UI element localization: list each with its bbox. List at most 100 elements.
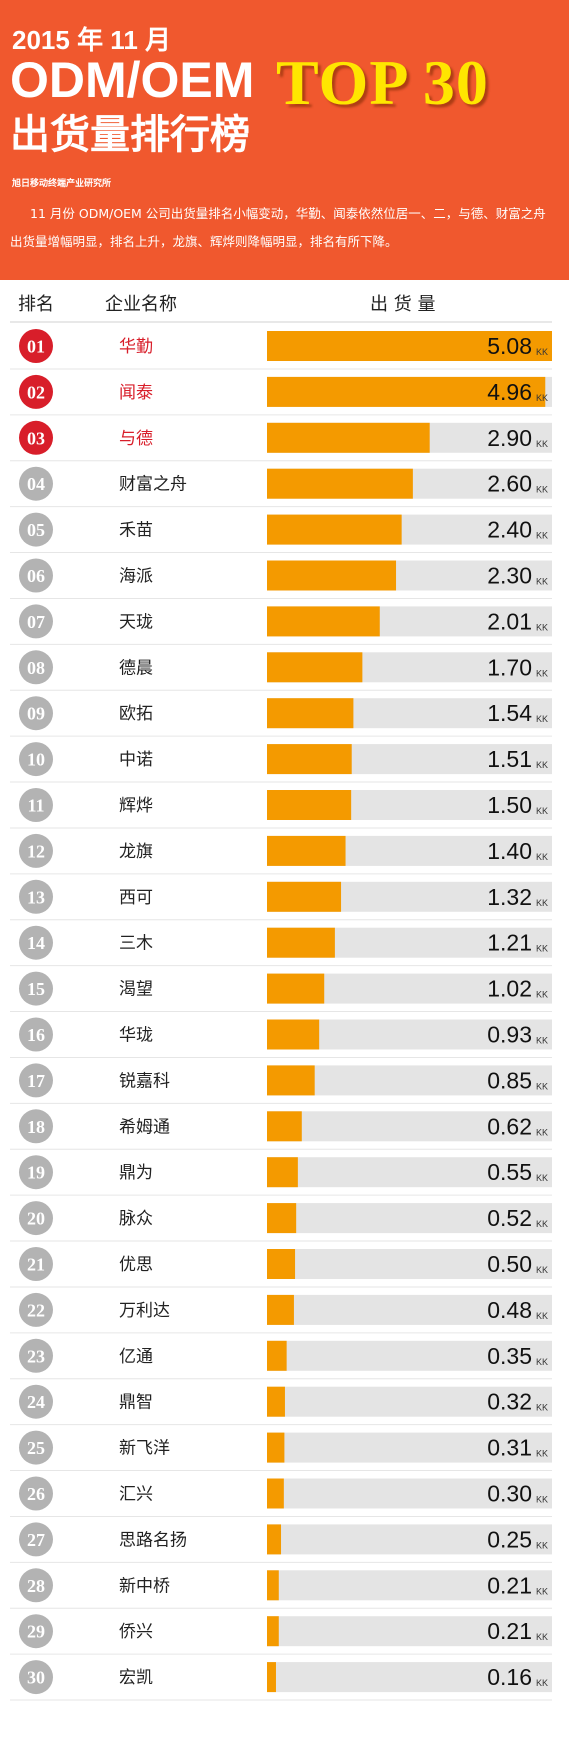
rank-number: 08 xyxy=(27,658,45,678)
value-label: 0.31 xyxy=(487,1435,532,1461)
rank-badge xyxy=(19,1017,53,1052)
rank-number: 22 xyxy=(27,1300,45,1320)
unit-label: KK xyxy=(536,806,548,816)
value-label: 0.16 xyxy=(487,1664,532,1690)
unit-label: KK xyxy=(536,760,548,770)
bar-track xyxy=(267,1111,552,1142)
unit-label: KK xyxy=(536,1449,548,1459)
shipment-bar xyxy=(267,1157,298,1188)
shipment-bar xyxy=(267,744,352,775)
header-banner: 2015 年 11 月 ODM/OEM 出货量排行榜 TOP 30 旭日移动终端… xyxy=(0,0,569,280)
company-name: 德晨 xyxy=(119,658,153,678)
shipment-bar xyxy=(267,1478,284,1509)
header-top30: TOP 30 xyxy=(276,47,489,118)
shipment-bar xyxy=(267,1570,279,1601)
shipment-bar xyxy=(267,652,363,683)
value-label: 2.40 xyxy=(487,517,532,543)
company-name: 汇兴 xyxy=(119,1485,153,1505)
rank-badge xyxy=(19,879,53,914)
value-label: 1.54 xyxy=(487,700,532,726)
bar-track xyxy=(267,1157,552,1188)
value-label: 1.51 xyxy=(487,746,532,772)
company-name: 希姆通 xyxy=(119,1117,170,1137)
rank-number: 03 xyxy=(27,428,45,448)
value-label: 2.30 xyxy=(487,563,532,589)
shipment-bar xyxy=(267,1662,276,1693)
bar-track xyxy=(267,1616,552,1647)
company-name: 闻泰 xyxy=(119,383,153,403)
rank-number: 13 xyxy=(27,887,45,907)
company-name: 禾苗 xyxy=(119,521,153,541)
rank-number: 30 xyxy=(27,1668,45,1688)
unit-label: KK xyxy=(536,393,548,403)
value-label: 0.62 xyxy=(487,1113,532,1139)
rank-badge xyxy=(19,1660,53,1695)
value-label: 1.02 xyxy=(487,976,532,1002)
unit-label: KK xyxy=(536,1495,548,1505)
rank-badge xyxy=(19,1109,53,1144)
shipment-bar xyxy=(267,331,552,361)
value-label: 0.50 xyxy=(487,1251,532,1277)
rank-number: 26 xyxy=(27,1484,45,1504)
value-label: 1.32 xyxy=(487,884,532,910)
bar-track xyxy=(267,1524,552,1555)
column-shipment: 出 货 量 xyxy=(370,294,436,315)
bar-track xyxy=(267,1294,552,1325)
rank-badge xyxy=(19,696,53,731)
rank-badge xyxy=(19,466,53,501)
value-label: 0.55 xyxy=(487,1159,532,1185)
rank-number: 01 xyxy=(27,337,45,357)
header-description: 11 月份 ODM/OEM 公司出货量排名小幅变动，华勤、闻泰依然位居一、二，与… xyxy=(10,206,546,249)
shipment-bar xyxy=(267,606,380,637)
company-name: 锐嘉科 xyxy=(119,1071,170,1091)
company-name: 亿通 xyxy=(119,1347,153,1367)
unit-label: KK xyxy=(536,852,548,862)
unit-label: KK xyxy=(536,1540,548,1550)
rank-number: 29 xyxy=(27,1622,45,1642)
value-label: 2.60 xyxy=(487,471,532,497)
rank-badge xyxy=(19,1476,53,1511)
rank-number: 07 xyxy=(27,612,45,632)
company-name: 优思 xyxy=(119,1255,153,1275)
value-label: 1.40 xyxy=(487,838,532,864)
company-name: 与德 xyxy=(119,429,153,449)
shipment-bar xyxy=(267,1386,285,1417)
company-name: 三木 xyxy=(119,934,153,954)
company-name: 财富之舟 xyxy=(119,475,187,495)
bar-track xyxy=(267,1203,552,1234)
unit-label: KK xyxy=(536,1678,548,1688)
value-label: 5.08 xyxy=(487,333,532,359)
rank-number: 09 xyxy=(27,704,45,724)
company-name: 龙旗 xyxy=(119,842,153,862)
company-name: 宏凯 xyxy=(119,1668,153,1688)
rank-number: 11 xyxy=(27,796,44,816)
unit-label: KK xyxy=(536,1403,548,1413)
shipment-bar xyxy=(267,835,346,866)
rank-number: 16 xyxy=(27,1025,45,1045)
company-name: 新中桥 xyxy=(119,1576,170,1596)
value-label: 0.52 xyxy=(487,1205,532,1231)
rank-number: 21 xyxy=(27,1255,45,1275)
company-name: 海派 xyxy=(119,567,153,587)
rank-badge xyxy=(19,1155,53,1190)
rank-badge xyxy=(19,742,53,777)
rank-badge xyxy=(19,1614,53,1649)
unit-label: KK xyxy=(536,714,548,724)
rank-number: 28 xyxy=(27,1576,45,1596)
rank-badge xyxy=(19,420,53,455)
company-name: 鼎智 xyxy=(119,1393,153,1413)
shipment-bar xyxy=(267,1203,297,1234)
rank-badge xyxy=(19,374,53,409)
value-label: 4.96 xyxy=(487,379,532,405)
rank-badge xyxy=(19,925,53,960)
rank-number: 23 xyxy=(27,1346,45,1366)
unit-label: KK xyxy=(536,485,548,495)
value-label: 2.01 xyxy=(487,608,532,634)
unit-label: KK xyxy=(536,1265,548,1275)
rank-badge xyxy=(19,1522,53,1557)
company-name: 中诺 xyxy=(119,750,153,770)
unit-label: KK xyxy=(536,1586,548,1596)
bar-track xyxy=(267,1249,552,1279)
rank-number: 05 xyxy=(27,520,45,540)
value-label: 0.85 xyxy=(487,1067,532,1093)
